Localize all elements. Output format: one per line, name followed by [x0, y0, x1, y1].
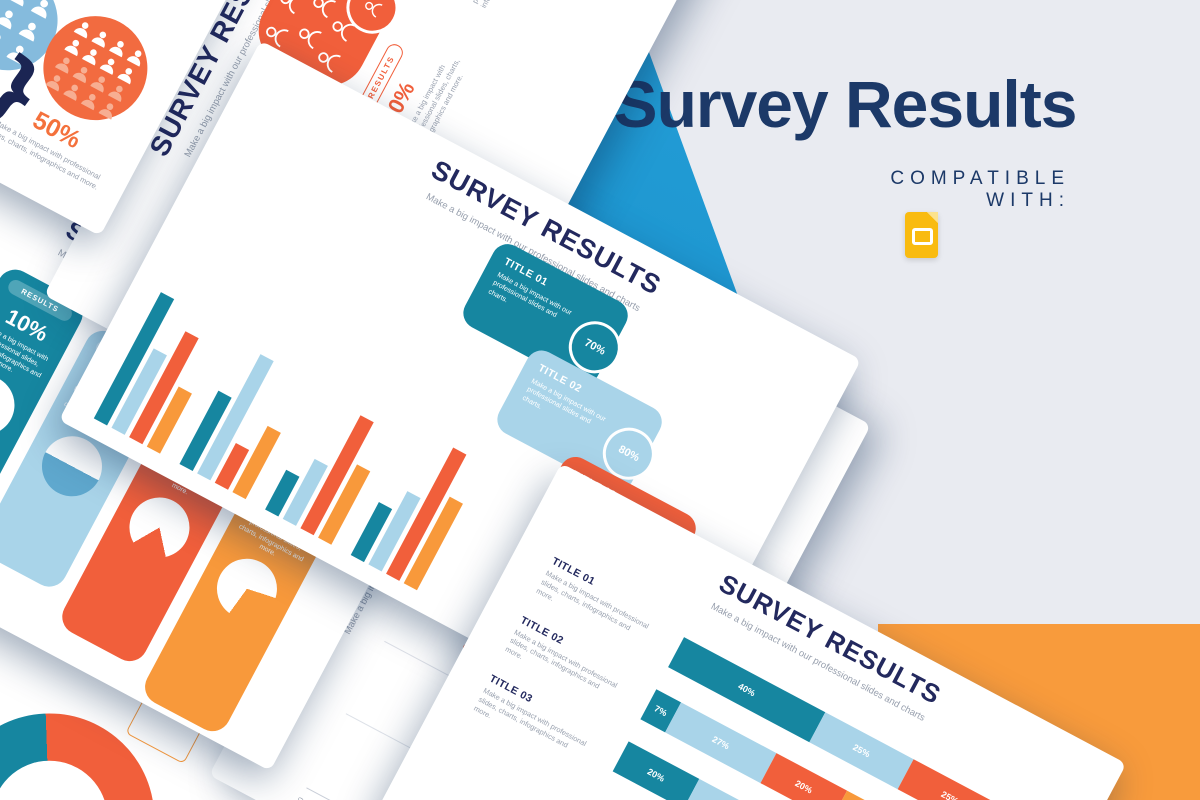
y-tick: 100: [292, 796, 306, 800]
page-title: Survey Results: [613, 67, 1078, 141]
blob-column-70: RESULTS 70% Make a big impact with profe…: [245, 0, 495, 145]
compatible-with-label: COMPATIBLE WITH:: [890, 168, 1070, 211]
people-circle-blue: [0, 0, 76, 88]
person-badge-icon: [337, 0, 408, 43]
people-circle-orange: [25, 0, 166, 139]
slide-people-circle: } 50% Make a big impact with professiona…: [0, 0, 298, 236]
people-blob-orangered: [245, 0, 408, 100]
column-desc: Make a big impact with professional slid…: [461, 0, 540, 10]
people-icons: [245, 0, 396, 99]
google-slides-icon: [905, 212, 938, 258]
